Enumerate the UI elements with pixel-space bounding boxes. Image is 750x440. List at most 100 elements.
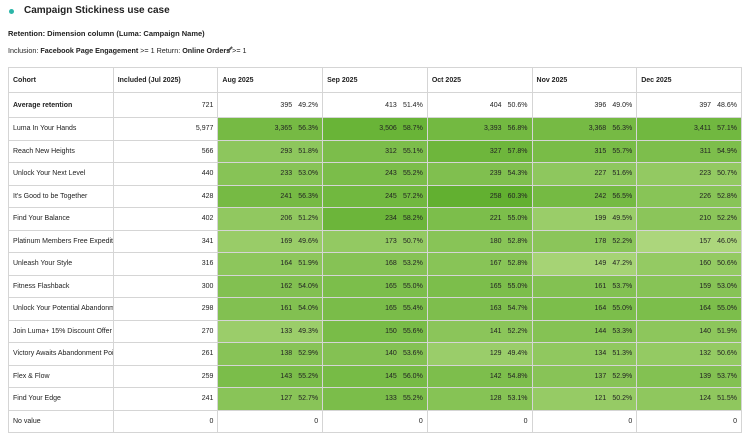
- count: 223: [699, 170, 711, 178]
- percent: 55.0%: [402, 282, 423, 290]
- retention-cell: 239 54.3%: [426, 162, 533, 186]
- retention-cell: 0: [426, 409, 533, 433]
- count: 227: [594, 170, 607, 178]
- percent: 53.6%: [402, 350, 423, 358]
- count: 133: [385, 395, 397, 403]
- count: 164: [594, 305, 607, 313]
- percent: 58.2%: [402, 215, 423, 223]
- retention-cell: 160 50.6%: [636, 252, 742, 276]
- included-count: 298: [112, 297, 219, 321]
- percent: 56.3%: [298, 125, 319, 133]
- count: 140: [699, 327, 711, 335]
- retention-cell: 163 54.7%: [426, 297, 533, 321]
- cohort-name: Reach New Heights: [8, 139, 114, 163]
- retention-cell: 128 53.1%: [426, 387, 533, 411]
- count: 0: [628, 417, 633, 425]
- percent: 54.7%: [507, 305, 528, 313]
- column-header: Sep 2025: [322, 67, 428, 93]
- percent: 51.5%: [717, 395, 737, 403]
- text: >= 1 Return:: [138, 46, 183, 55]
- percent: 47.2%: [612, 260, 633, 268]
- percent: 60.3%: [507, 192, 528, 200]
- count: 160: [699, 260, 711, 268]
- count: 397: [699, 101, 711, 109]
- count: 121: [594, 395, 607, 403]
- count: 165: [385, 305, 397, 313]
- count: 180: [489, 237, 502, 245]
- percent: 56.3%: [612, 125, 633, 133]
- retention-cell: 227 51.6%: [531, 162, 638, 186]
- retention-cell: 413 51.4%: [322, 92, 428, 118]
- count: 221: [489, 215, 502, 223]
- edit-icon[interactable]: [226, 45, 234, 53]
- count: 164: [699, 305, 711, 313]
- percent: 54.0%: [298, 282, 319, 290]
- count: 149: [594, 260, 607, 268]
- retention-cell: 245 57.2%: [322, 184, 428, 208]
- count: 161: [594, 282, 607, 290]
- count: 0: [418, 417, 423, 425]
- count: 3,411: [694, 125, 711, 133]
- percent: 51.8%: [298, 147, 319, 155]
- retention-cell: 138 52.9%: [217, 342, 324, 366]
- percent: 53.0%: [298, 170, 319, 178]
- count: 3,506: [379, 125, 397, 133]
- retention-cell: 315 55.7%: [531, 139, 638, 163]
- retention-cell: 164 55.0%: [636, 297, 742, 321]
- retention-cell: 180 52.8%: [426, 229, 533, 253]
- retention-cell: 124 51.5%: [636, 387, 742, 411]
- retention-cell: 165 55.4%: [322, 297, 428, 321]
- retention-cell: 168 53.2%: [322, 252, 428, 276]
- retention-cell: 395 49.2%: [217, 92, 324, 118]
- percent: 55.2%: [402, 170, 423, 178]
- retention-cell: 0: [531, 409, 638, 433]
- retention-cell: 396 49.0%: [531, 92, 638, 118]
- retention-cell: 173 50.7%: [322, 229, 428, 253]
- retention-cell: 242 56.5%: [531, 184, 638, 208]
- cohort-name: Victory Awaits Abandonment Poin: [8, 342, 114, 366]
- retention-cell: 243 55.2%: [322, 162, 428, 186]
- count: 396: [594, 101, 607, 109]
- count: 157: [699, 237, 711, 245]
- retention-cell: 234 58.2%: [322, 207, 428, 231]
- count: 145: [385, 372, 397, 380]
- retention-cell: 139 53.7%: [636, 364, 742, 388]
- percent: 55.2%: [402, 395, 423, 403]
- percent: 53.0%: [717, 282, 737, 290]
- count: 241: [280, 192, 293, 200]
- retention-cell: 404 50.6%: [426, 92, 533, 118]
- count: 315: [594, 147, 607, 155]
- count: 395: [280, 101, 293, 109]
- percent: 49.3%: [298, 327, 319, 335]
- cohort-name: No value: [8, 409, 114, 433]
- table-row: Unleash Your Style 316 164 51.9% 168 53.2% 167…: [8, 252, 742, 276]
- table-row: Unlock Your Next Level 440 233 53.0% 243 55.2…: [8, 162, 742, 186]
- count: 327: [489, 147, 502, 155]
- percent: 53.7%: [612, 282, 633, 290]
- column-header: Aug 2025: [217, 67, 324, 93]
- cohort-name: Find Your Balance: [8, 207, 114, 231]
- count: 233: [280, 170, 293, 178]
- retention-cell: 165 55.0%: [426, 274, 533, 298]
- percent: 55.0%: [717, 305, 737, 313]
- included-count: 270: [112, 319, 219, 343]
- count: 150: [385, 327, 397, 335]
- column-header: Oct 2025: [426, 67, 533, 93]
- count: 141: [489, 327, 502, 335]
- percent: 55.4%: [402, 305, 423, 313]
- cohort-name: Unlock Your Next Level: [8, 162, 114, 186]
- count: 124: [699, 395, 711, 403]
- percent: 46.0%: [717, 237, 737, 245]
- retention-cell: 142 54.8%: [426, 364, 533, 388]
- count: 243: [385, 170, 397, 178]
- retention-cell: 0: [217, 409, 324, 433]
- percent: 49.5%: [612, 215, 633, 223]
- metric: Online Orders: [182, 46, 231, 55]
- count: 210: [699, 215, 711, 223]
- count: 3,368: [588, 125, 607, 133]
- percent: 50.6%: [717, 350, 737, 358]
- count: 245: [385, 192, 397, 200]
- retention-cell: 3,411 57.1%: [636, 117, 742, 141]
- count: 143: [280, 372, 293, 380]
- count: 3,365: [274, 125, 293, 133]
